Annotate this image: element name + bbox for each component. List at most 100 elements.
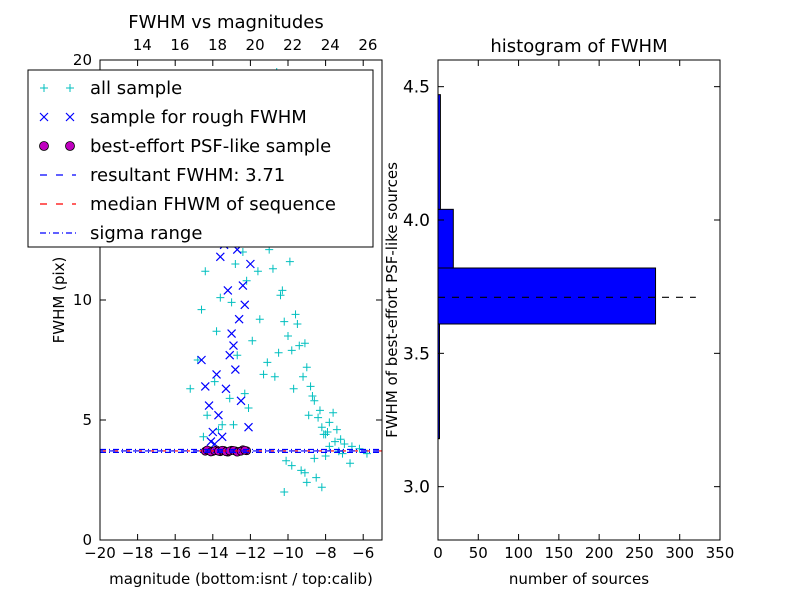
all-sample-point [331, 437, 339, 446]
all-sample-point [229, 420, 238, 429]
all-sample-point [248, 336, 257, 345]
sample-for-rough-fwhm-point [230, 365, 240, 375]
y-tick-label: 20 [73, 51, 92, 69]
all-sample-point [225, 394, 234, 403]
histogram-panel: 0 50 100 150 200 250 300 350 3.0 3.5 4.0 4.5 histog… [383, 36, 734, 588]
all-sample-point [340, 440, 349, 448]
all-sample-point [317, 483, 326, 492]
sample-for-rough-fwhm-point [217, 432, 227, 442]
all-sample-point [278, 286, 287, 295]
sample-for-rough-fwhm-point [236, 396, 246, 406]
hist-x-tick-label: 300 [665, 544, 694, 562]
scatter-ylabel: FWHM (pix) [50, 257, 68, 344]
sample-for-rough-fwhm-point [245, 259, 255, 269]
hist-x-tick-label: 150 [545, 544, 574, 562]
hist-y-tick-label: 4.5 [403, 78, 430, 98]
x-tick-label: −16 [159, 544, 191, 562]
sample-for-rough-fwhm-point [212, 369, 221, 379]
histogram-title: histogram of FWHM [490, 36, 667, 57]
all-sample-point [199, 432, 208, 441]
all-sample-point [321, 452, 330, 460]
all-sample-point [300, 468, 309, 477]
top-tick-label: 16 [170, 36, 189, 54]
legend-symbol-x [39, 112, 49, 122]
all-sample-point [216, 293, 225, 302]
hist-x-tick-label: 350 [706, 544, 735, 562]
legend-label-resultant-fwhm-3-71: resultant FWHM: 3.71 [90, 165, 285, 186]
all-sample-point [319, 430, 328, 439]
all-sample-point [274, 348, 283, 357]
hist-x-tick-label: 50 [469, 544, 488, 562]
sample-for-rough-fwhm-point [225, 350, 235, 360]
all-sample-point [304, 411, 313, 420]
legend-label-median-fhwm-of-sequence: median FHWM of sequence [90, 194, 336, 215]
histogram-bar [437, 208, 454, 269]
all-sample-point [325, 442, 334, 451]
reference-lines [100, 448, 382, 453]
top-tick-label: 18 [208, 36, 227, 54]
sample-for-rough-fwhm-point [215, 252, 225, 262]
histogram-bar [437, 267, 657, 325]
all-sample-point [310, 396, 319, 405]
hist-x-tick-label: 200 [585, 544, 614, 562]
legend-label-all-sample: all sample [90, 78, 182, 99]
all-sample-point [284, 332, 292, 340]
all-sample-point [306, 382, 315, 391]
hist-x-tick-label: 250 [625, 544, 654, 562]
all-sample-point [310, 454, 319, 463]
all-sample-point [255, 315, 264, 324]
x-tick-label: −14 [197, 544, 229, 562]
all-sample-point [308, 392, 317, 400]
all-sample-point [302, 363, 311, 372]
y-tick-label: 10 [73, 291, 92, 309]
all-sample-point [233, 351, 242, 360]
all-sample-point [201, 267, 210, 276]
sample-for-rough-fwhm-point [214, 410, 223, 420]
all-sample-point [315, 406, 324, 415]
hist-y-tick-label: 4.0 [403, 211, 430, 231]
sample-for-rough-fwhm-point [197, 355, 206, 365]
all-sample-point [336, 435, 345, 444]
all-sample-point [242, 276, 251, 285]
histogram-ylabel: FWHM of best-effort PSF-like sources [383, 162, 401, 438]
legend-label-best-effort-psf-like-sample: best-effort PSF-like sample [90, 136, 331, 157]
hist-x-tick-label: 100 [504, 544, 533, 562]
x-tick-label: −8 [315, 544, 337, 562]
scatter-ticks: −20 −18 −16 −14 −12 −10 −8 −6 14 16 18 20 22 24 26 0 5 10… [73, 36, 382, 562]
all-sample-point [193, 356, 202, 364]
all-sample-point [276, 291, 285, 300]
all-sample-point [268, 264, 277, 273]
sample-for-rough-fwhm-point [234, 314, 244, 324]
all-sample-point [253, 267, 262, 276]
all-sample-point [197, 305, 206, 314]
top-tick-label: 24 [321, 36, 340, 54]
legend: all sample sample for rough FWHM best-effo… [27, 69, 374, 248]
histogram-ticks: 0 50 100 150 200 250 300 350 3.0 3.5 4.0 4.5 [403, 60, 734, 562]
legend-label-sample-for-rough-fwhm: sample for rough FWHM [90, 107, 307, 128]
histogram-frame [437, 59, 721, 541]
legend-symbol-x [65, 112, 75, 122]
sample-for-rough-fwhm-point [244, 422, 253, 432]
sample-for-rough-fwhm-point [200, 381, 210, 391]
all-sample-point [218, 420, 227, 429]
all-sample-point [287, 346, 296, 355]
legend-symbol-circle [39, 141, 49, 151]
hist-y-tick-label: 3.5 [403, 344, 430, 364]
sample-for-rough-fwhm-point [240, 300, 250, 310]
all-sample-point [355, 444, 364, 453]
all-sample-point [280, 317, 289, 326]
all-sample-point [270, 372, 279, 381]
x-tick-label: −10 [272, 544, 304, 562]
all-sample-point [299, 372, 308, 381]
all-sample-point [332, 425, 341, 434]
sample-for-rough-fwhm-point [208, 427, 218, 437]
all-sample-point [287, 461, 296, 470]
all-sample-point [280, 488, 289, 496]
legend-items: all sample sample for rough FWHM best-effo… [39, 78, 336, 244]
sample-for-rough-fwhm-point [204, 401, 214, 411]
all-sample-point [244, 404, 253, 412]
top-tick-label: 22 [283, 36, 302, 54]
legend-symbol-circle [65, 141, 75, 151]
all-sample-point [346, 459, 355, 468]
hist-y-tick-label: 3.0 [403, 478, 430, 498]
